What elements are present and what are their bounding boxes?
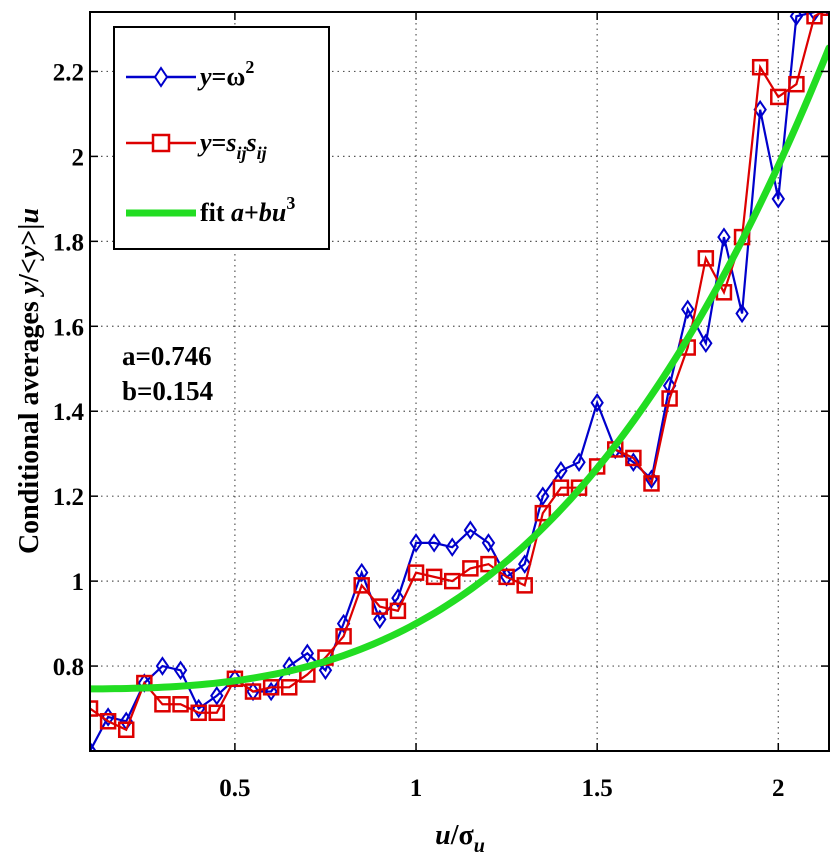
y-tick-label: 1.6 [53, 314, 84, 341]
series-sij-point [625, 449, 642, 467]
legend: y=ω2 y=sijsij fit a+bu3 [113, 26, 330, 250]
grid [90, 12, 829, 751]
series-omega-point [373, 609, 387, 630]
series-omega-point [699, 333, 713, 354]
series-sij-point [407, 564, 425, 581]
series-omega-point [681, 299, 695, 320]
annotation-b: b=0.154 [122, 376, 213, 406]
series-sij-point [498, 568, 515, 586]
series-sij-point [371, 598, 389, 615]
series-sij-point [172, 696, 189, 713]
series-fit-curve [90, 44, 829, 693]
series-sij-point [788, 75, 805, 93]
series-omega-point [155, 656, 170, 676]
series-sij-point [244, 683, 262, 700]
ticks: 0.5 1 1.5 2 0.8 1 1.2 1.4 1.6 1.8 2 2.2 [53, 12, 829, 802]
series-sij-point [117, 721, 135, 739]
y-axis-label: Conditional averages y/<y>|u [14, 208, 45, 554]
legend-label-fit: fit a+bu3 [200, 193, 295, 227]
series-omega-point [590, 392, 604, 413]
series-omega-point [717, 227, 731, 247]
series-omega-point [391, 588, 405, 608]
y-tick-label: 1.4 [53, 399, 85, 426]
series-omega-point [409, 533, 423, 553]
series-sij-point [697, 250, 715, 267]
series-sij-point [335, 628, 352, 645]
series-omega-point [445, 537, 459, 557]
x-tick-label: 2 [772, 775, 785, 802]
axes-box [89, 11, 830, 752]
y-tick-label: 1.8 [53, 229, 84, 256]
series-sij-point [516, 577, 533, 594]
y-tick-label: 1.2 [53, 484, 84, 511]
plot-area [90, 12, 829, 751]
series-sij-point [751, 58, 769, 76]
series-sij-point [425, 568, 443, 586]
series-omega-point [572, 452, 586, 472]
series-sij-point [262, 679, 280, 696]
series-omega-point [427, 533, 441, 553]
series-sij-point [806, 12, 823, 25]
series-omega-point [481, 533, 496, 553]
series-omega-point [626, 452, 641, 472]
x-tick-label: 1 [410, 775, 423, 802]
series-sij-point [643, 475, 660, 492]
y-tick-label: 1 [72, 569, 85, 596]
series-omega-point [789, 12, 804, 27]
series-sij-point [208, 704, 226, 722]
annotation-a: a=0.746 [122, 341, 212, 371]
series-omega-point [536, 486, 550, 506]
series-sij-point [99, 713, 117, 730]
y-tick-label: 2 [72, 144, 85, 171]
x-axis-label: u/σu [435, 820, 485, 857]
series-sij-point [444, 572, 461, 590]
series-omega-point [662, 375, 677, 396]
series-sij-point [90, 700, 99, 717]
series-sij-point [552, 479, 570, 496]
y-tick-label: 2.2 [53, 59, 84, 86]
y-tick-label: 0.8 [53, 654, 84, 681]
series-omega-point [771, 189, 785, 209]
series-omega-point [90, 741, 97, 751]
series-sij-line [90, 12, 824, 732]
x-tick-label: 0.5 [219, 775, 250, 802]
series-omega-point [336, 613, 351, 634]
x-tick-label: 1.5 [582, 775, 613, 802]
series-sij-point [480, 555, 497, 573]
series-omega-point [354, 562, 369, 583]
series-group [90, 12, 829, 751]
legend-marker-square [151, 133, 171, 153]
series-sij-point [462, 560, 479, 577]
series-omega-point [554, 460, 568, 481]
series-sij-point [661, 390, 678, 407]
series-omega-point [463, 520, 478, 540]
legend-label-omega: y=ω2 [197, 57, 254, 91]
series-sij-point [280, 679, 298, 696]
series-sij-point [154, 696, 171, 713]
series-omega-point [517, 554, 532, 574]
series-omega-point [735, 303, 749, 324]
series-sij-point [389, 602, 407, 620]
series-omega-point [300, 643, 315, 664]
legend-marker-diamond [153, 66, 169, 88]
series-omega-point [318, 660, 333, 681]
series-sij-point [534, 504, 552, 522]
series-omega-point [173, 660, 188, 681]
series-sij-point [770, 88, 787, 106]
series-sij-point [353, 577, 370, 594]
series-sij-point [190, 704, 207, 722]
series-omega-point [210, 686, 224, 706]
